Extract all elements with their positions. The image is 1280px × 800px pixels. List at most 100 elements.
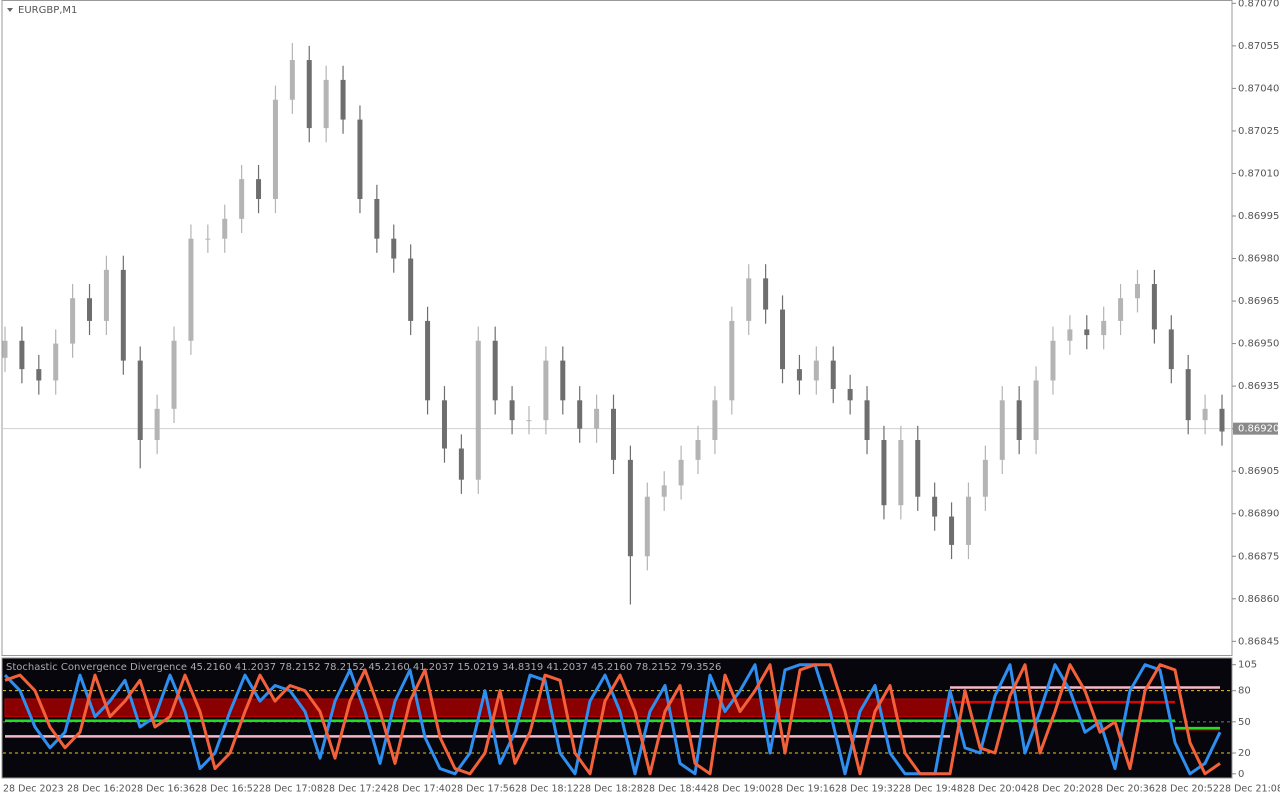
price-pane — [1, 0, 1233, 656]
candle-body — [289, 60, 295, 100]
candle-body — [898, 440, 904, 506]
y-tick-label: 0.87025 — [1238, 126, 1279, 137]
candle-body — [763, 278, 769, 310]
candle-body — [492, 340, 498, 401]
candle-body — [1084, 329, 1090, 336]
candle-body — [965, 496, 971, 545]
candle-body — [1033, 380, 1039, 441]
candle-body — [36, 369, 42, 381]
candle-body — [949, 516, 955, 545]
y-tick-label: 0.86995 — [1238, 211, 1279, 222]
candle-body — [543, 360, 549, 421]
candle-body — [53, 343, 59, 381]
x-tick-label: 28 Dec 19:16 — [771, 784, 835, 795]
candle-body — [103, 269, 109, 321]
candle-body — [87, 298, 93, 321]
candle-body — [391, 238, 397, 259]
candle-body — [678, 459, 684, 486]
candle-body — [306, 60, 312, 129]
candle-body — [340, 79, 346, 120]
candle-body — [1185, 369, 1191, 421]
y-tick-label: 0.87010 — [1238, 168, 1279, 179]
y-tick-label: 0.87070 — [1238, 0, 1279, 9]
candle-body — [881, 440, 887, 506]
current-price-label: 0.86920 — [1238, 424, 1279, 435]
candle-body — [425, 320, 431, 401]
y-tick-label: 0 — [1238, 769, 1244, 780]
candle-body — [1050, 340, 1056, 381]
candle-body — [729, 320, 735, 401]
current-price-tag — [1233, 422, 1278, 435]
candle-body — [1118, 298, 1124, 321]
candle-body — [374, 198, 380, 239]
candle-body — [1202, 408, 1208, 421]
candle-body — [171, 340, 177, 409]
candle-body — [695, 440, 701, 460]
x-tick-label: 28 Dec 18:44 — [643, 784, 707, 795]
candle-body — [1101, 320, 1107, 336]
x-tick-label: 28 Dec 19:00 — [707, 784, 771, 795]
candle-body — [1219, 408, 1225, 432]
y-tick-label: 0.86935 — [1238, 381, 1279, 392]
x-tick-label: 28 Dec 17:56 — [451, 784, 515, 795]
y-tick-label: 0.86980 — [1238, 254, 1279, 265]
x-tick-label: 28 Dec 18:28 — [579, 784, 643, 795]
candle-body — [577, 400, 583, 429]
x-tick-label: 28 Dec 20:04 — [963, 784, 1027, 795]
x-tick-label: 28 Dec 2023 — [3, 784, 64, 795]
x-tick-label: 28 Dec 17:40 — [387, 784, 451, 795]
y-tick-label: 20 — [1238, 748, 1251, 759]
candle-body — [70, 298, 76, 344]
candle-body — [864, 400, 870, 441]
y-tick-label: 0.86965 — [1238, 296, 1279, 307]
menu-triangle[interactable] — [7, 8, 13, 12]
candle-body — [644, 496, 650, 557]
indicator-title: Stochastic Convergence Divergence 45.216… — [6, 662, 721, 673]
candle-body — [120, 269, 126, 361]
y-tick-label: 0.87040 — [1238, 83, 1279, 94]
x-tick-label: 28 Dec 20:52 — [1155, 784, 1219, 795]
y-tick-label: 0.86860 — [1238, 594, 1279, 605]
x-tick-label: 28 Dec 18:12 — [515, 784, 579, 795]
candle-body — [813, 360, 819, 381]
candle-body — [408, 258, 414, 321]
oscillator-line — [3, 663, 1222, 776]
candle-body — [1134, 284, 1140, 299]
candle-body — [1067, 329, 1073, 341]
candle-body — [137, 360, 143, 441]
candle-body — [847, 388, 853, 401]
x-tick-label: 28 Dec 19:32 — [835, 784, 899, 795]
y-tick-label: 0.86875 — [1238, 551, 1279, 562]
candle-body — [188, 238, 194, 341]
x-tick-label: 28 Dec 16:36 — [131, 784, 195, 795]
candle-body — [154, 408, 160, 441]
candle-body — [441, 400, 447, 449]
candle-body — [999, 400, 1005, 460]
candle-body — [323, 79, 329, 129]
y-tick-label: 0.86950 — [1238, 339, 1279, 350]
y-tick-label: 50 — [1238, 717, 1251, 728]
x-tick-label: 28 Dec 16:52 — [195, 784, 259, 795]
candle-body — [2, 340, 8, 358]
candle-body — [780, 309, 786, 370]
candle-body — [239, 179, 245, 219]
x-tick-label: 28 Dec 19:48 — [899, 784, 963, 795]
candle-body — [1016, 400, 1022, 441]
y-tick-label: 80 — [1238, 686, 1251, 697]
candle-body — [222, 218, 228, 239]
candle-body — [526, 420, 532, 422]
candle-body — [932, 496, 938, 517]
candle-body — [205, 238, 211, 240]
x-tick-label: 28 Dec 20:36 — [1091, 784, 1155, 795]
candle-body — [475, 340, 481, 480]
oscillator-line — [4, 663, 1221, 776]
candle-body — [560, 360, 566, 401]
y-tick-label: 0.87055 — [1238, 41, 1279, 52]
candle-body — [746, 278, 752, 321]
y-tick-label: 0.86890 — [1238, 509, 1279, 520]
candle-body — [915, 440, 921, 497]
x-tick-label: 28 Dec 20:20 — [1027, 784, 1091, 795]
candle-body — [627, 459, 633, 557]
